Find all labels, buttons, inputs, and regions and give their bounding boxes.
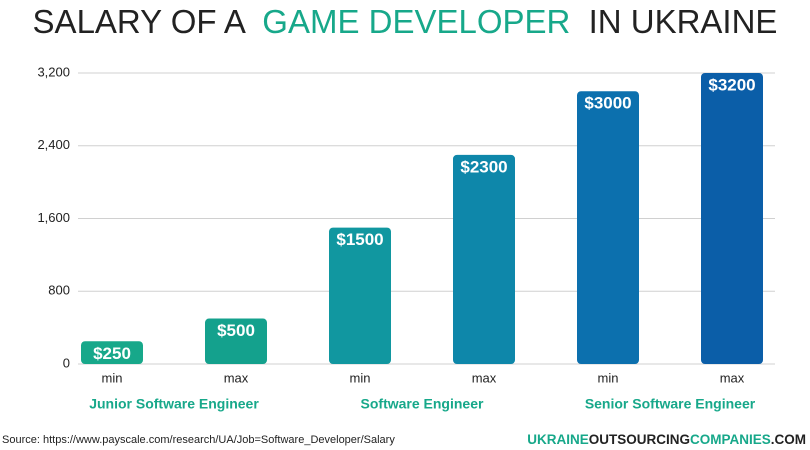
bar	[701, 73, 763, 364]
x-tick-label: min	[102, 370, 123, 385]
value-label: $1500	[336, 230, 383, 249]
value-label: $2300	[460, 157, 507, 176]
value-label: $3200	[708, 75, 755, 94]
group-label: Senior Software Engineer	[585, 396, 756, 412]
x-tick-label: max	[720, 370, 745, 385]
y-tick-label: 2,400	[37, 137, 70, 152]
value-label: $500	[217, 321, 255, 340]
brand-part: COMPANIES	[690, 432, 771, 447]
bar	[453, 154, 515, 364]
bar	[205, 318, 267, 364]
group-label: Junior Software Engineer	[89, 396, 259, 412]
value-label: $250	[93, 344, 131, 363]
source: Source: https://www.payscale.com/researc…	[2, 434, 395, 446]
brand-part: UKRAINE	[527, 432, 589, 447]
title-part: IN UKRAINE	[589, 3, 778, 40]
brand-part: .COM	[771, 432, 806, 447]
bar	[329, 227, 391, 364]
x-tick-label: max	[472, 370, 497, 385]
value-label: $3000	[584, 94, 631, 113]
chart-title: SALARY OF A GAME DEVELOPER IN UKRAINE	[33, 3, 778, 40]
x-tick-label: min	[598, 370, 619, 385]
y-tick-label: 0	[63, 355, 70, 370]
y-tick-label: 3,200	[37, 64, 70, 79]
title-part: SALARY OF A	[33, 3, 246, 40]
bar	[81, 341, 143, 364]
brand-part: OUTSOURCING	[589, 432, 690, 447]
brand: UKRAINEOUTSOURCINGCOMPANIES.COM	[527, 432, 806, 447]
title-highlight: GAME DEVELOPER	[262, 3, 570, 40]
y-tick-label: 800	[48, 283, 70, 298]
group-label: Software Engineer	[361, 396, 484, 412]
y-tick-label: 1,600	[37, 210, 70, 225]
x-tick-label: min	[350, 370, 371, 385]
bar	[577, 91, 639, 364]
x-tick-label: max	[224, 370, 249, 385]
